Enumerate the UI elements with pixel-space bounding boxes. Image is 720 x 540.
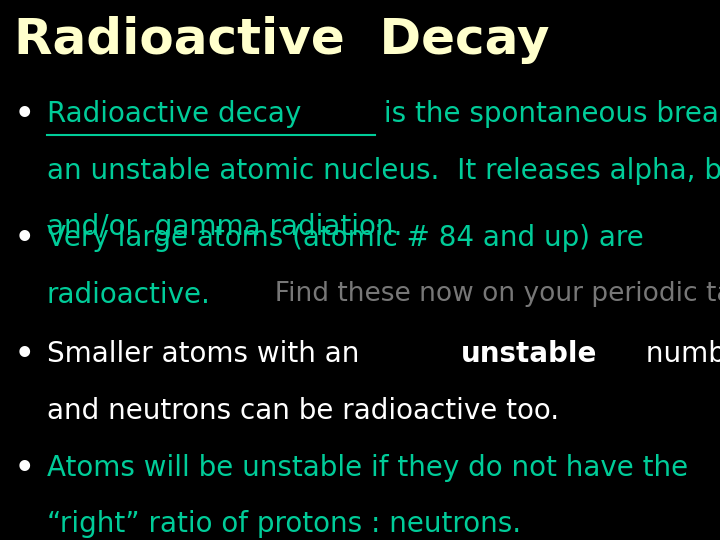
Text: an unstable atomic nucleus.  It releases alpha, beta,: an unstable atomic nucleus. It releases … xyxy=(47,157,720,185)
Text: Find these now on your periodic table.: Find these now on your periodic table. xyxy=(258,281,720,307)
Text: “right” ratio of protons : neutrons.: “right” ratio of protons : neutrons. xyxy=(47,510,521,538)
Text: Smaller atoms with an: Smaller atoms with an xyxy=(47,340,368,368)
Text: radioactive.: radioactive. xyxy=(47,281,211,309)
Text: Very large atoms (atomic # 84 and up) are: Very large atoms (atomic # 84 and up) ar… xyxy=(47,224,644,252)
Text: Radioactive  Decay: Radioactive Decay xyxy=(14,16,550,64)
Text: •: • xyxy=(14,454,34,483)
Text: unstable: unstable xyxy=(462,340,598,368)
Text: •: • xyxy=(14,224,34,253)
Text: Radioactive decay: Radioactive decay xyxy=(47,100,301,128)
Text: •: • xyxy=(14,340,34,369)
Text: and/or  gamma radiation.: and/or gamma radiation. xyxy=(47,213,402,241)
Text: and neutrons can be radioactive too.: and neutrons can be radioactive too. xyxy=(47,397,559,425)
Text: Atoms will be unstable if they do not have the: Atoms will be unstable if they do not ha… xyxy=(47,454,688,482)
Text: number of protons: number of protons xyxy=(637,340,720,368)
Text: is the spontaneous breakdown of: is the spontaneous breakdown of xyxy=(375,100,720,128)
Text: •: • xyxy=(14,100,34,129)
